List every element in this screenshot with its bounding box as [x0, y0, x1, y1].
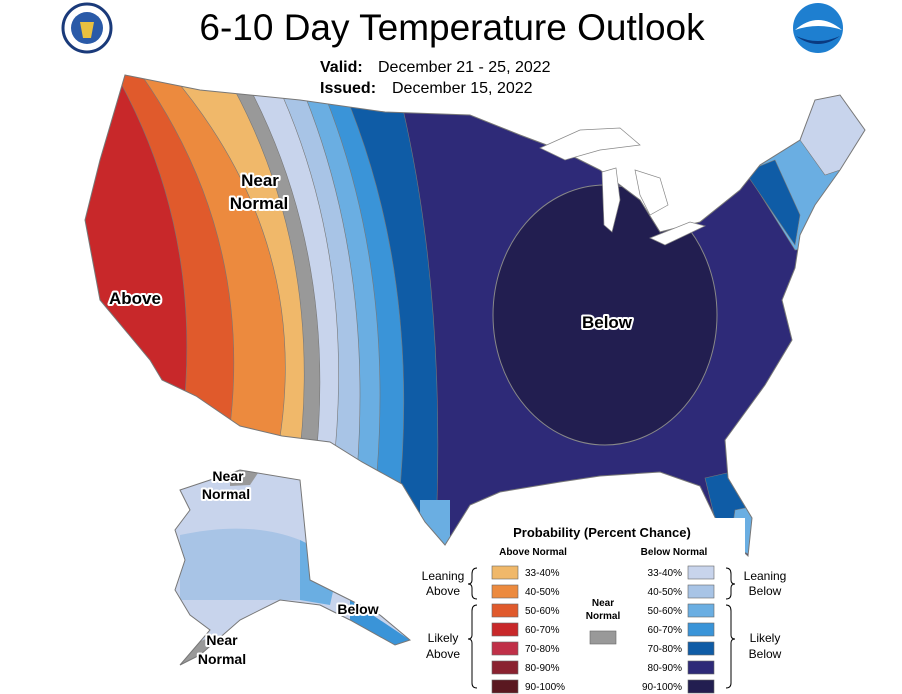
label-line: Below — [749, 584, 782, 598]
title: 6-10 Day Temperature Outlook — [199, 7, 705, 48]
region-label: Near Normal — [230, 171, 289, 213]
near-label: Near Normal — [586, 598, 621, 622]
label-line: Above — [109, 289, 161, 308]
label-line: Near — [206, 632, 238, 648]
legend-swatch — [687, 660, 715, 675]
issued-date: December 15, 2022 — [392, 80, 533, 97]
shade-northeast — [744, 159, 801, 246]
label-line: Leaning — [744, 569, 787, 583]
legend-swatch — [491, 565, 519, 580]
group-label: Likely Above — [426, 631, 460, 661]
bracket — [467, 604, 478, 689]
label-line: Below — [337, 601, 378, 617]
label-line: Near — [592, 598, 614, 609]
legend-swatch — [687, 641, 715, 656]
legend-range: 33-40% — [525, 568, 560, 579]
region-label: Above — [109, 289, 161, 308]
legend-range: 60-70% — [525, 625, 560, 636]
shade-gulf — [420, 500, 450, 556]
label-line: Normal — [202, 486, 250, 502]
legend-range: 80-90% — [648, 663, 683, 674]
legend-range: 40-50% — [648, 587, 683, 598]
alaska-shade — [350, 600, 410, 645]
logo-wave — [796, 36, 840, 44]
legend-range: 40-50% — [525, 587, 560, 598]
group-label: Leaning Below — [744, 569, 787, 598]
legend-swatch — [687, 603, 715, 618]
lake-superior — [539, 127, 641, 161]
legend-range: 50-60% — [648, 606, 683, 617]
label-line: Likely — [750, 631, 781, 645]
legend-swatch — [491, 679, 519, 694]
lake-huron — [634, 169, 669, 216]
label-line: Near — [241, 171, 279, 190]
label-line: Likely — [428, 631, 459, 645]
label-line: Below — [749, 647, 782, 661]
legend-swatch — [491, 603, 519, 618]
legend-swatch — [491, 584, 519, 599]
legend-title: Probability (Percent Chance) — [513, 525, 691, 540]
label-line: Leaning — [422, 569, 465, 583]
label-line: Normal — [198, 651, 246, 667]
legend-range: 80-90% — [525, 663, 560, 674]
legend-header: Above Normal — [499, 547, 567, 558]
label-line: Normal — [586, 611, 621, 622]
legend-swatch — [589, 630, 617, 645]
alaska-map — [175, 470, 410, 665]
label-line: Above — [426, 647, 460, 661]
legend-swatch — [687, 565, 715, 580]
legend: Probability (Percent Chance) Above Norma… — [422, 518, 787, 694]
legend-range: 70-80% — [525, 644, 560, 655]
conus-outline — [84, 74, 866, 558]
label-line: Normal — [230, 194, 289, 213]
group-label: Leaning Above — [422, 569, 465, 598]
legend-swatch — [491, 622, 519, 637]
bracket — [467, 567, 478, 600]
great-lakes — [539, 127, 707, 246]
legend-swatch — [491, 641, 519, 656]
legend-range: 90-100% — [642, 682, 682, 693]
group-label: Likely Below — [749, 631, 782, 661]
region-label: Near Normal — [198, 632, 246, 667]
legend-range: 60-70% — [648, 625, 683, 636]
logo-gull — [795, 20, 842, 30]
bracket — [725, 567, 736, 600]
region-label: Below — [337, 601, 378, 617]
legend-swatch — [687, 622, 715, 637]
legend-range: 90-100% — [525, 682, 565, 693]
doc-logo — [61, 2, 113, 54]
noaa-logo — [793, 3, 843, 53]
legend-range: 70-80% — [648, 644, 683, 655]
valid-label: Valid: — [320, 59, 363, 76]
lake-michigan — [601, 167, 621, 233]
issued-label: Issued: — [320, 80, 376, 97]
region-label: Near Normal — [202, 468, 250, 502]
bracket — [725, 604, 736, 689]
legend-swatch — [687, 584, 715, 599]
legend-swatch — [687, 679, 715, 694]
lake-erie — [649, 221, 707, 246]
valid-dates: December 21 - 25, 2022 — [378, 59, 551, 76]
legend-header: Below Normal — [641, 547, 708, 558]
alaska-outline — [174, 469, 412, 666]
region-label: Below — [582, 313, 633, 332]
alaska-near-normal — [230, 470, 260, 486]
label-line: Above — [426, 584, 460, 598]
legend-range: 50-60% — [525, 606, 560, 617]
alaska-shade — [180, 528, 330, 600]
label-line: Near — [212, 468, 244, 484]
label-line: Below — [582, 313, 633, 332]
logo-shield — [80, 22, 94, 38]
legend-range: 33-40% — [648, 568, 683, 579]
legend-swatch — [491, 660, 519, 675]
